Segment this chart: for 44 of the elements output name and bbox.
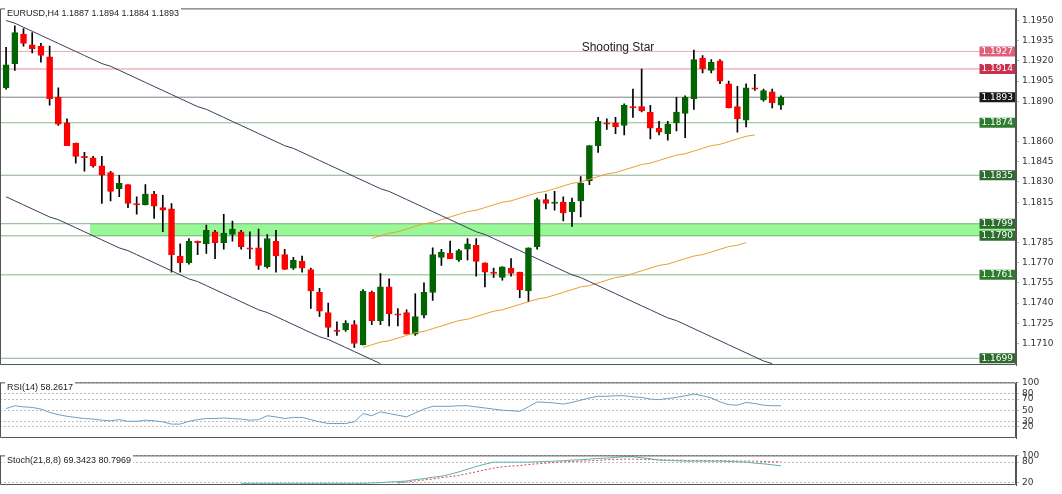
y-tick-label: 20 — [1022, 476, 1034, 487]
ref-line-label: 1.1927 — [981, 45, 1014, 56]
candlestick — [629, 88, 637, 118]
candlestick — [603, 118, 611, 130]
y-tick-label: 70 — [1022, 393, 1034, 404]
y-tick-label: 1.1860 — [1022, 135, 1054, 146]
y-tick-label: 1.1815 — [1022, 196, 1054, 207]
candlestick — [751, 74, 759, 91]
y-tick-label: 1.1725 — [1022, 317, 1054, 328]
candlestick — [246, 231, 254, 260]
ref-line-label: 1.1914 — [981, 63, 1014, 74]
ref-line-label: 1.1835 — [981, 169, 1014, 180]
y-tick-label: 50 — [1022, 404, 1034, 415]
ref-line-label: 1.1874 — [981, 117, 1014, 128]
candlestick — [394, 308, 402, 327]
y-tick-label: 1.1920 — [1022, 55, 1054, 66]
annotation: Shooting Star — [581, 39, 655, 54]
ref-line-label: 1.1699 — [981, 352, 1014, 363]
y-tick-label: 100 — [1022, 376, 1040, 387]
y-tick-label: 1.1830 — [1022, 176, 1054, 187]
y-tick-label: 1.1905 — [1022, 75, 1054, 86]
y-tick-label: 1.1890 — [1022, 95, 1054, 106]
candlestick — [133, 196, 141, 215]
ref-line-label: 1.1790 — [981, 230, 1014, 241]
chart-title: Stoch(21,8,8) 69.3423 80.7969 — [5, 455, 134, 465]
candlestick — [159, 195, 167, 233]
line-series — [397, 458, 782, 484]
ref-line-label: 1.1799 — [981, 218, 1014, 229]
y-tick-label: 1.1740 — [1022, 297, 1054, 308]
chart-title: EURUSD,H4 1.1887 1.1894 1.1884 1.1893 — [5, 8, 182, 18]
y-tick-label: 80 — [1022, 456, 1034, 467]
y-tick-label: 1.1935 — [1022, 35, 1054, 46]
y-tick-label: 1.1710 — [1022, 337, 1054, 348]
y-tick-label: 1.1770 — [1022, 257, 1054, 268]
ref-line-label: 1.1893 — [981, 91, 1014, 102]
y-tick-label: 20 — [1022, 421, 1034, 432]
y-tick-label: 1.1845 — [1022, 156, 1054, 167]
y-tick-label: 1.1950 — [1022, 14, 1054, 25]
ref-line-label: 1.1761 — [981, 269, 1014, 280]
y-tick-label: 1.1785 — [1022, 236, 1054, 247]
y-tick-label: 1.1755 — [1022, 277, 1054, 288]
chart-title: RSI(14) 58.2617 — [5, 382, 76, 392]
candlestick — [28, 32, 36, 54]
candlestick — [333, 321, 341, 336]
